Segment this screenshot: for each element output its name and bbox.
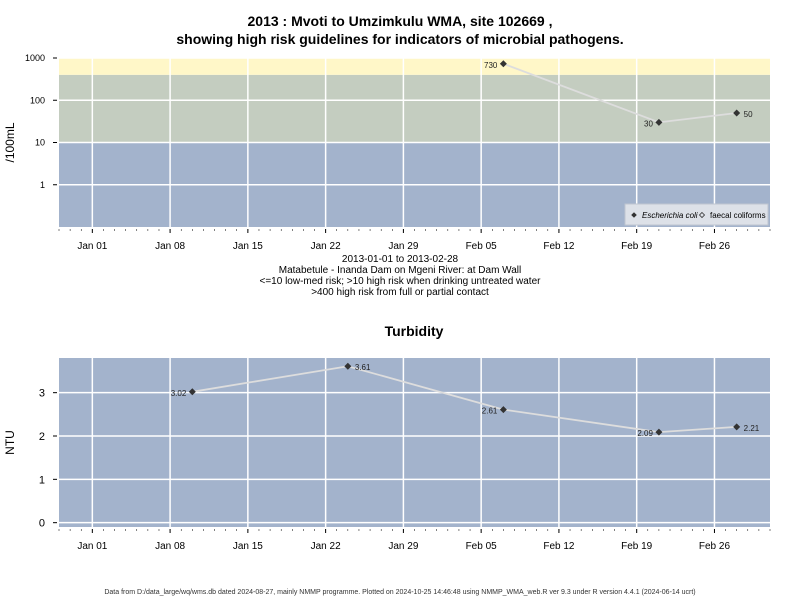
panel-1: Jan 01 Jan 08 Jan 15 Jan 22 Jan 29 Feb 05 Feb …	[3, 53, 771, 252]
data-point	[733, 109, 741, 117]
legend-label-ecoli: Escherichia coli	[642, 211, 698, 220]
x-tick-label: Feb 12	[543, 541, 575, 552]
x-tick-label: Jan 01	[77, 241, 107, 252]
x-tick-label: Jan 22	[311, 241, 341, 252]
y-tick-label: 1	[39, 474, 45, 486]
risk-band-2	[59, 74, 770, 143]
site-name: Matabetule - Inanda Dam on Mgeni River: …	[278, 265, 522, 276]
panel-title: Turbidity	[385, 323, 444, 339]
y-axis-label: /100mL	[3, 122, 17, 162]
y-tick-label: 1	[40, 180, 45, 190]
legend-marker-ecoli	[631, 212, 637, 218]
legend-label-faecal: faecal coliforms	[710, 211, 766, 220]
legend: Escherichia coli faecal coliforms	[624, 203, 769, 226]
y-tick-label: 2	[39, 431, 45, 443]
data-point	[344, 362, 352, 370]
data-label: 2.61	[482, 407, 498, 416]
date-range: 2013-01-01 to 2013-02-28	[341, 254, 459, 265]
y-tick-label: 0	[39, 518, 45, 530]
y-tick-label: 100	[30, 95, 45, 105]
x-tick-label: Jan 01	[77, 541, 107, 552]
x-tick-label: Jan 15	[233, 541, 263, 552]
x-tick-label: Feb 19	[621, 241, 653, 252]
x-tick-label: Feb 12	[543, 241, 575, 252]
y-tick-label: 1000	[25, 53, 45, 63]
x-tick-label: Jan 22	[311, 541, 341, 552]
x-tick-label: Feb 26	[699, 241, 731, 252]
x-tick-label: Feb 26	[699, 541, 731, 552]
risk-band-3	[59, 58, 770, 75]
guideline-contact: >400 high risk from full or partial cont…	[311, 287, 489, 298]
y-tick-label: 10	[35, 138, 45, 148]
chart-title-line2: showing high risk guidelines for indicat…	[176, 31, 624, 47]
x-tick-label: Feb 05	[466, 541, 498, 552]
footer-note: Data from D:/data_large/wq/wms.db dated …	[104, 589, 696, 596]
x-tick-label: Feb 05	[466, 241, 498, 252]
guideline-drinking: <=10 low-med risk; >10 high risk when dr…	[259, 276, 541, 287]
data-point	[733, 423, 741, 431]
legend-box	[624, 203, 769, 226]
data-point	[188, 388, 196, 396]
data-point	[499, 406, 507, 414]
y-axis-label: NTU	[3, 430, 17, 455]
x-tick-label: Feb 19	[621, 541, 653, 552]
data-label: 730	[484, 61, 498, 70]
x-tick-label: Jan 15	[233, 241, 263, 252]
panel-2: Jan 01 Jan 08 Jan 15 Jan 22 Jan 29 Feb 05 Feb …	[3, 323, 771, 552]
data-point	[655, 118, 663, 126]
x-tick-label: Jan 08	[155, 541, 185, 552]
data-label: 50	[744, 110, 753, 119]
data-label: 2.21	[744, 424, 760, 433]
data-label: 3.61	[355, 363, 371, 372]
data-label: 2.09	[637, 429, 653, 438]
plot-background	[59, 358, 770, 527]
data-point	[499, 60, 507, 68]
chart-title-line1: 2013 : Mvoti to Umzimkulu WMA, site 1026…	[247, 13, 553, 29]
data-label: 3.02	[171, 389, 187, 398]
data-point	[655, 428, 663, 436]
legend-marker-faecal	[698, 211, 706, 219]
x-tick-label: Jan 29	[388, 541, 418, 552]
x-tick-label: Jan 29	[388, 241, 418, 252]
data-label: 30	[644, 119, 653, 128]
x-tick-label: Jan 08	[155, 241, 185, 252]
y-tick-label: 3	[39, 388, 45, 400]
